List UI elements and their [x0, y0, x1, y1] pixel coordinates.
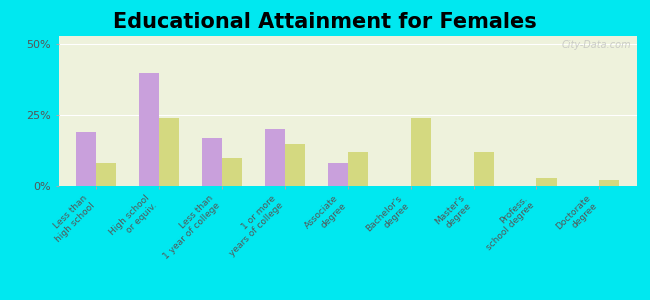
Bar	[348, 152, 368, 186]
Bar	[139, 73, 159, 186]
Text: Educational Attainment for Females: Educational Attainment for Females	[113, 12, 537, 32]
Bar	[96, 164, 116, 186]
Text: City-Data.com: City-Data.com	[562, 40, 631, 50]
Bar	[159, 118, 179, 186]
Bar	[76, 132, 96, 186]
Bar	[411, 118, 431, 186]
Bar	[202, 138, 222, 186]
Bar	[599, 180, 619, 186]
Bar	[222, 158, 242, 186]
Bar	[285, 143, 305, 186]
Bar	[536, 178, 556, 186]
Bar	[328, 164, 348, 186]
Bar	[473, 152, 493, 186]
Bar	[265, 129, 285, 186]
